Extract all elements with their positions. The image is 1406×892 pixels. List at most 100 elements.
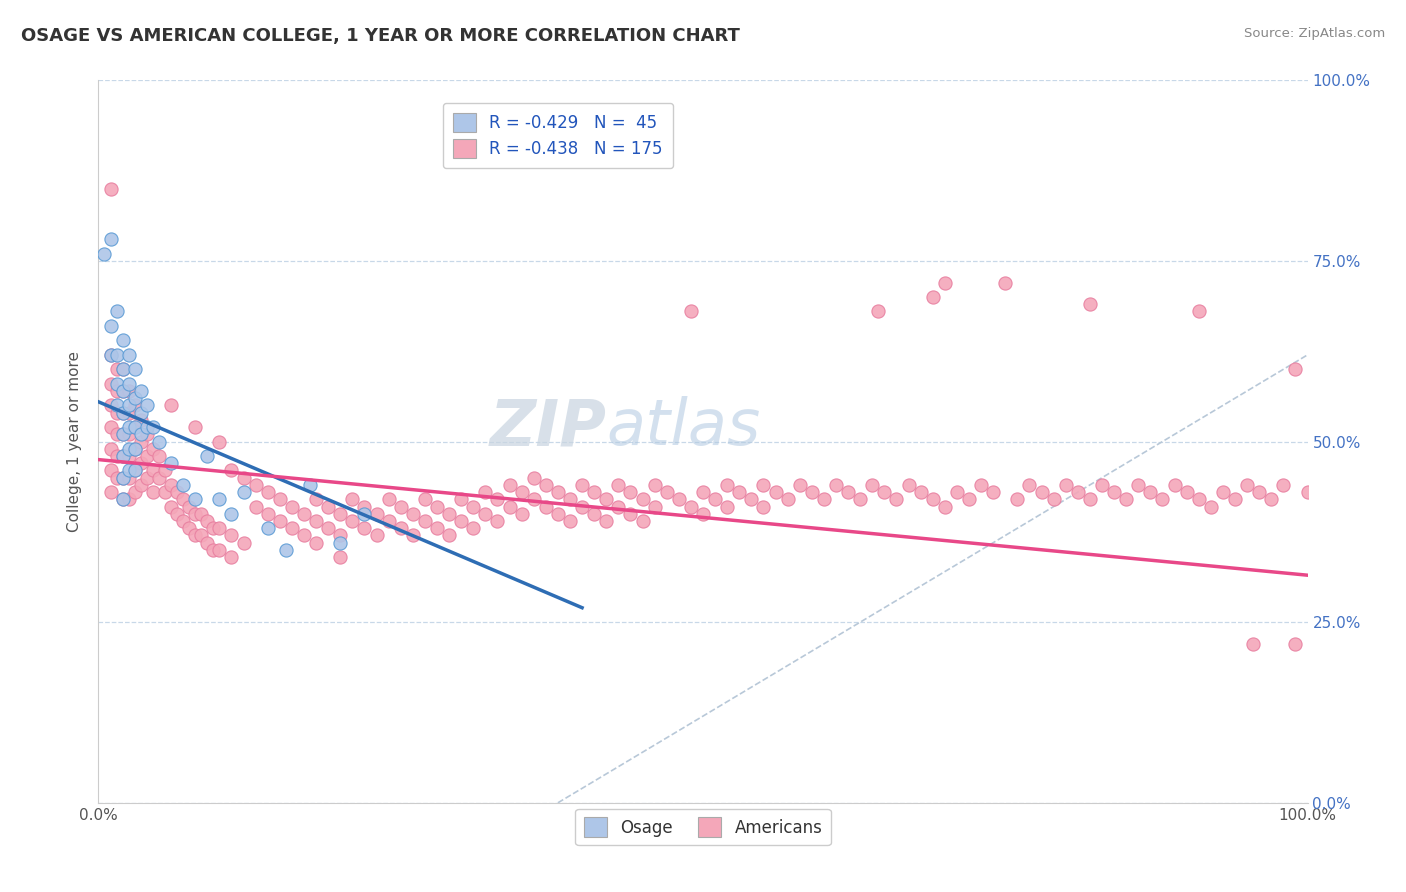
Point	[221, 507, 243, 521]
Point	[389, 500, 412, 514]
Point	[118, 470, 141, 484]
Point	[160, 478, 183, 492]
Point	[353, 500, 375, 514]
Point	[105, 470, 128, 484]
Point	[523, 492, 546, 507]
Point	[957, 492, 980, 507]
Point	[981, 485, 1004, 500]
Point	[329, 507, 352, 521]
Point	[377, 514, 399, 528]
Point	[160, 398, 183, 412]
Point	[124, 420, 146, 434]
Point	[631, 492, 654, 507]
Point	[172, 492, 194, 507]
Point	[124, 485, 146, 500]
Point	[105, 376, 128, 391]
Point	[111, 470, 134, 484]
Point	[994, 276, 1017, 290]
Point	[100, 376, 122, 391]
Point	[886, 492, 908, 507]
Point	[668, 492, 690, 507]
Point	[208, 492, 231, 507]
Point	[153, 485, 176, 500]
Point	[910, 485, 932, 500]
Point	[1078, 492, 1101, 507]
Point	[752, 478, 775, 492]
Point	[377, 492, 399, 507]
Point	[329, 528, 352, 542]
Point	[118, 463, 141, 477]
Text: Source: ZipAtlas.com: Source: ZipAtlas.com	[1244, 27, 1385, 40]
Point	[184, 492, 207, 507]
Point	[813, 492, 835, 507]
Point	[437, 528, 460, 542]
Point	[274, 542, 297, 557]
Point	[1188, 492, 1211, 507]
Point	[172, 514, 194, 528]
Point	[1249, 485, 1271, 500]
Point	[111, 406, 134, 420]
Point	[124, 398, 146, 412]
Point	[776, 492, 799, 507]
Point	[752, 500, 775, 514]
Legend: Osage, Americans: Osage, Americans	[575, 809, 831, 845]
Point	[1042, 492, 1064, 507]
Point	[135, 449, 157, 463]
Point	[111, 334, 134, 348]
Point	[153, 463, 176, 477]
Point	[118, 449, 141, 463]
Point	[305, 492, 328, 507]
Point	[111, 492, 134, 507]
Point	[124, 442, 146, 456]
Point	[100, 463, 122, 477]
Point	[1241, 637, 1264, 651]
Point	[111, 384, 134, 398]
Point	[292, 507, 315, 521]
Point	[100, 182, 122, 196]
Point	[129, 434, 152, 449]
Point	[111, 362, 134, 376]
Point	[1296, 485, 1319, 500]
Point	[124, 420, 146, 434]
Point	[921, 290, 943, 304]
Point	[789, 478, 811, 492]
Point	[148, 449, 170, 463]
Point	[142, 463, 165, 477]
Point	[135, 398, 157, 412]
Point	[142, 442, 165, 456]
Point	[118, 376, 141, 391]
Point	[498, 500, 520, 514]
Point	[607, 500, 630, 514]
Point	[281, 521, 304, 535]
Point	[316, 500, 339, 514]
Point	[860, 478, 883, 492]
Point	[1018, 478, 1040, 492]
Point	[534, 478, 557, 492]
Point	[1054, 478, 1077, 492]
Point	[970, 478, 993, 492]
Point	[129, 413, 152, 427]
Point	[105, 384, 128, 398]
Point	[129, 478, 152, 492]
Point	[1067, 485, 1090, 500]
Point	[728, 485, 751, 500]
Point	[607, 478, 630, 492]
Point	[118, 420, 141, 434]
Point	[450, 514, 472, 528]
Point	[1115, 492, 1137, 507]
Point	[1139, 485, 1161, 500]
Point	[765, 485, 787, 500]
Point	[547, 507, 569, 521]
Point	[129, 456, 152, 470]
Point	[474, 507, 496, 521]
Point	[704, 492, 727, 507]
Point	[202, 542, 225, 557]
Point	[135, 470, 157, 484]
Point	[232, 485, 254, 500]
Point	[256, 521, 278, 535]
Point	[740, 492, 762, 507]
Point	[426, 500, 449, 514]
Point	[124, 442, 146, 456]
Point	[1223, 492, 1246, 507]
Point	[329, 535, 352, 549]
